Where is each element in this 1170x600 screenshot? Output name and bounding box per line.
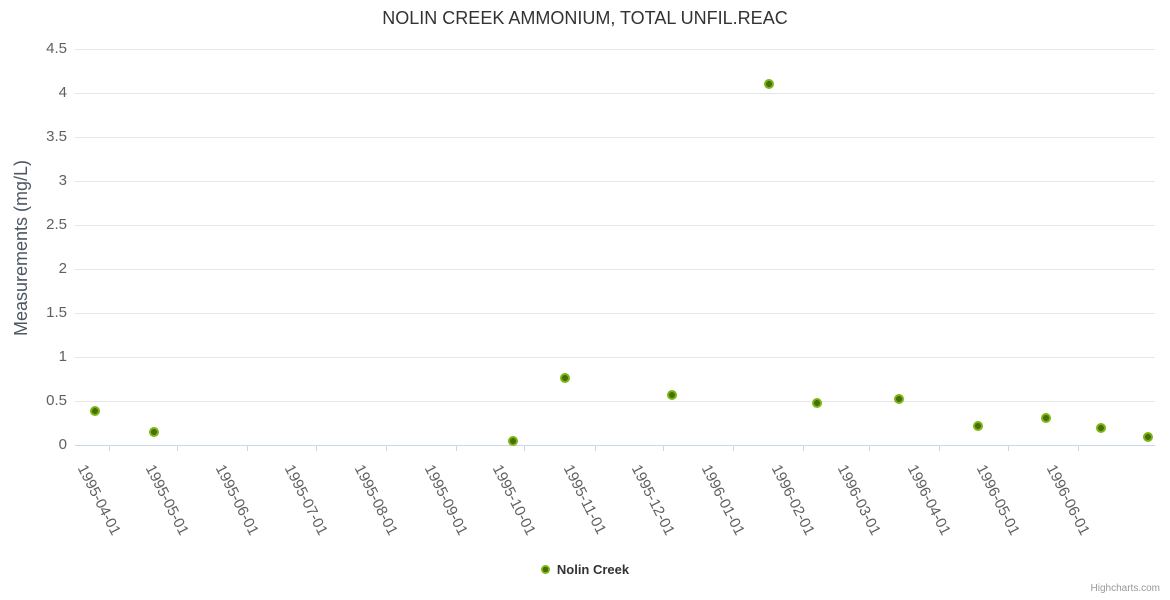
x-tick <box>733 445 734 451</box>
x-tick <box>247 445 248 451</box>
y-tick-label: 3.5 <box>46 128 67 145</box>
data-point[interactable] <box>149 426 160 437</box>
x-tick <box>869 445 870 451</box>
x-tick <box>316 445 317 451</box>
x-tick-label: 1996-02-01 <box>767 462 818 539</box>
x-tick-label: 1996-06-01 <box>1042 462 1093 539</box>
x-tick-label: 1995-09-01 <box>420 462 471 539</box>
y-tick-label: 4.5 <box>46 40 67 57</box>
data-point[interactable] <box>90 405 101 416</box>
y-tick-label: 2.5 <box>46 216 67 233</box>
x-tick-label: 1995-11-01 <box>559 462 610 538</box>
x-tick <box>386 445 387 451</box>
data-point[interactable] <box>893 394 904 405</box>
data-point[interactable] <box>507 435 518 446</box>
y-tick-label: 1.5 <box>46 304 67 321</box>
data-point[interactable] <box>560 373 571 384</box>
data-point[interactable] <box>1041 412 1052 423</box>
x-tick <box>595 445 596 451</box>
y-tick-label: 0 <box>58 436 67 453</box>
y-tick-label: 0.5 <box>46 392 67 409</box>
y-gridline <box>75 49 1155 50</box>
legend-series-label: Nolin Creek <box>556 562 630 577</box>
chart-title: NOLIN CREEK AMMONIUM, TOTAL UNFIL.REAC <box>382 8 788 28</box>
highcharts-credits-link[interactable]: Highcharts.com <box>1090 583 1160 594</box>
series-marker-icon <box>540 565 550 574</box>
x-tick-label: 1995-07-01 <box>280 462 331 539</box>
data-point[interactable] <box>666 389 677 400</box>
x-tick-label: 1995-05-01 <box>141 462 192 539</box>
x-tick-label: 1995-08-01 <box>350 462 401 539</box>
x-tick <box>1008 445 1009 451</box>
x-axis-line <box>75 445 1155 446</box>
x-tick <box>109 445 110 451</box>
legend-item-nolin-creek[interactable]: Nolin Creek <box>0 562 1170 577</box>
y-gridline <box>75 225 1155 226</box>
x-tick-label: 1995-06-01 <box>211 462 262 539</box>
x-tick <box>1078 445 1079 451</box>
y-gridline <box>75 401 1155 402</box>
x-tick <box>524 445 525 451</box>
data-point[interactable] <box>1143 432 1154 443</box>
y-tick-label: 2 <box>58 260 67 277</box>
y-tick-label: 3 <box>58 172 67 189</box>
y-tick-label: 4 <box>58 84 67 101</box>
y-gridline <box>75 93 1155 94</box>
x-tick-label: 1995-12-01 <box>627 462 678 539</box>
x-tick <box>456 445 457 451</box>
data-point[interactable] <box>764 79 775 90</box>
data-point[interactable] <box>973 420 984 431</box>
y-gridline <box>75 181 1155 182</box>
data-point[interactable] <box>1095 423 1106 434</box>
x-tick <box>177 445 178 451</box>
x-tick <box>803 445 804 451</box>
x-tick-label: 1996-04-01 <box>903 462 954 539</box>
x-tick-label: 1996-05-01 <box>972 462 1023 539</box>
y-gridline <box>75 357 1155 358</box>
x-tick <box>939 445 940 451</box>
y-gridline <box>75 137 1155 138</box>
data-point[interactable] <box>811 397 822 408</box>
y-gridline <box>75 269 1155 270</box>
x-tick-label: 1995-04-01 <box>73 462 124 539</box>
x-tick-label: 1995-10-01 <box>488 462 539 539</box>
y-gridline <box>75 313 1155 314</box>
x-tick-label: 1996-01-01 <box>697 462 748 539</box>
x-tick-label: 1996-03-01 <box>833 462 884 539</box>
y-tick-label: 1 <box>58 348 67 365</box>
x-tick <box>663 445 664 451</box>
